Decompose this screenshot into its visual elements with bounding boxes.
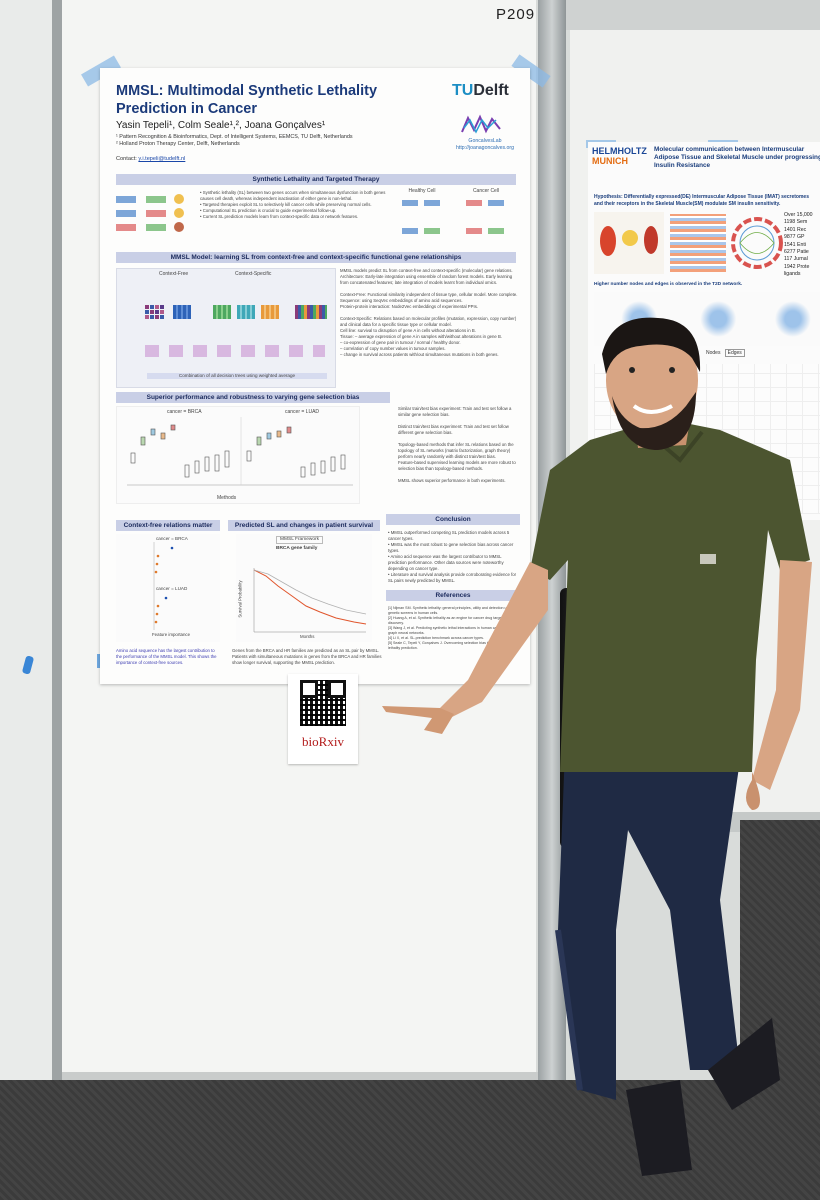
presenter-figure xyxy=(382,317,812,1176)
fi-xlabel: Feature importance xyxy=(152,632,191,637)
cancer-cell-label: Cancer Cell xyxy=(472,188,500,194)
section-header-7: References xyxy=(386,590,520,601)
fi-brca-label: cancer = BRCA xyxy=(156,536,188,541)
poster-title: MMSL: Multimodal Synthetic Lethality Pre… xyxy=(116,83,378,117)
feature-grid-ppi xyxy=(173,305,191,319)
stat-3: 1401 Rec xyxy=(784,226,807,233)
helmholtz-logo-line1: HELMHOLTZ xyxy=(592,146,647,156)
section-header-3: Superior performance and robustness to v… xyxy=(116,392,390,403)
section-header-2: MMSL Model: learning SL from context-fre… xyxy=(116,252,516,263)
poster2-circos xyxy=(731,217,783,269)
survival-curve xyxy=(253,568,367,633)
tudelft-logo-prefix: TU xyxy=(452,82,474,99)
presenter xyxy=(380,310,820,1200)
healthy-cell-label: Healthy Cell xyxy=(408,188,436,194)
stat-7: 117 Jurnal xyxy=(784,256,808,263)
boxplot-luad-label: cancer = LUAD xyxy=(285,409,320,415)
section-2-text: MMSL models predict SL from context-free… xyxy=(340,268,518,357)
references-text: [1] Nijman SM. Synthetic lethality: gene… xyxy=(388,606,515,650)
ceiling xyxy=(560,0,820,30)
poster2-heatmap xyxy=(670,214,726,272)
survival-figure: MMSL Framework BRCA gene family Months S… xyxy=(236,534,372,642)
lab-handle: GoncalvesLab xyxy=(468,138,502,144)
feature-grid-dependency xyxy=(213,305,231,319)
booth-number: P209 xyxy=(496,6,536,23)
affiliation-2: ² Holland Proton Therapy Center, Delft, … xyxy=(116,141,240,148)
qr-code-card[interactable]: bioRxiv xyxy=(288,674,358,764)
section-header-5: Predicted SL and changes in patient surv… xyxy=(228,520,380,531)
contact-email: y.i.tepeli@tudelft.nl xyxy=(138,156,186,162)
edges-label: Edges xyxy=(724,349,745,357)
stat-5: 1541 Enti xyxy=(784,241,806,248)
section-3-text: Similar train/test bias experiment: Trai… xyxy=(398,406,516,483)
boxplot-figure: cancer = BRCA cancer = LUAD Methods xyxy=(116,406,360,504)
feature-grid-mutation xyxy=(261,305,279,319)
decision-trees-row xyxy=(145,345,325,357)
poster-contact: Contact: y.i.tepeli@tudelft.nl xyxy=(116,156,185,162)
context-free-label: Context-Free xyxy=(159,271,189,277)
nodes-label: Nodes xyxy=(706,350,721,356)
lab-url: http://joanagoncalves.org xyxy=(456,145,514,151)
tudelft-logo-suffix: Delft xyxy=(473,82,509,99)
section-header-1: Synthetic Lethality and Targeted Therapy xyxy=(116,174,516,185)
stat-8: 1942 Prote xyxy=(784,263,810,270)
poster-affiliations: ¹ Pattern Recognition & Bioinformatics, … xyxy=(116,134,416,148)
stat-9: ligands xyxy=(784,271,801,278)
poster2-hypothesis: Hypothesis: Differentially expressed(DE)… xyxy=(594,194,809,207)
section-4-text: Amino acid sequence has the largest cont… xyxy=(116,648,217,665)
section-header-4: Context-free relations matter xyxy=(116,520,220,531)
stat-1: Over 15,000 xyxy=(784,212,813,218)
feature-grid-expression xyxy=(237,305,255,319)
poster2-title: Molecular communication between Intermus… xyxy=(654,146,820,169)
section-1-text: • Synthetic lethality (SL) between two g… xyxy=(200,190,386,219)
poster-authors: Yasin Tepeli¹, Colm Seale¹,², Joana Gonç… xyxy=(116,120,326,131)
feature-importance-chart: cancer = BRCA cancer = LUAD Feature impo… xyxy=(116,534,220,642)
combination-bar: Combination of all decision trees using … xyxy=(147,373,327,379)
qr-code-icon[interactable] xyxy=(300,680,346,726)
stat-2: 1198 Sem xyxy=(784,219,808,226)
mmsl-framework-box: MMSL Framework xyxy=(276,536,324,544)
cell-diagram xyxy=(400,198,512,240)
tudelft-logo: TUDelft xyxy=(452,82,509,100)
lab-logo-icon xyxy=(461,114,501,134)
lab-info: GoncalvesLab http://joanagoncalves.org xyxy=(450,138,520,152)
section-6-text: • MMSL outperformed competing SL predict… xyxy=(388,530,517,583)
gene-pair-diagram xyxy=(116,190,192,238)
section-header-6: Conclusion xyxy=(386,514,520,525)
poster2-network-caption: Higher number nodes and edges is observe… xyxy=(594,282,743,287)
affiliation-1: ¹ Pattern Recognition & Bioinformatics, … xyxy=(116,134,353,140)
survival-ylabel: Survival Probability xyxy=(237,580,243,618)
context-specific-label: Context-Specific xyxy=(235,271,272,277)
poster2-stats-list: Over 15,000 1198 Sem 1401 Rec 9877 GP 15… xyxy=(784,212,813,279)
panel-frame xyxy=(52,0,62,1120)
fi-luad-label: cancer = LUAD xyxy=(156,586,188,591)
contact-label: Contact: xyxy=(116,156,137,162)
boxplot-xlabel: Methods xyxy=(217,495,237,501)
research-poster: MMSL: Multimodal Synthetic Lethality Pre… xyxy=(100,68,530,684)
helmholtz-logo: HELMHOLTZ MUNICH xyxy=(592,146,647,166)
feature-importance-marks xyxy=(153,542,174,630)
feature-grid-combined xyxy=(295,305,327,319)
brca-family-label: BRCA gene family xyxy=(276,546,318,551)
model-diagram: Context-Free Context-Specific Combinatio… xyxy=(116,268,336,388)
section-5-text: Genes from the BRCA and HR families are … xyxy=(232,648,382,665)
helmholtz-logo-line2: MUNICH xyxy=(592,156,628,166)
poster2-legend: Nodes Edges xyxy=(706,349,745,357)
survival-xlabel: Months xyxy=(300,634,315,639)
stat-4: 9877 GP xyxy=(784,234,805,241)
feature-grid-sequence xyxy=(145,305,164,319)
boxplot-marks xyxy=(127,417,353,486)
poster2-diagram xyxy=(594,212,664,274)
left-panel-wall xyxy=(0,0,55,1140)
boxplot-brca-label: cancer = BRCA xyxy=(167,409,202,415)
stat-6: 6277 Patie xyxy=(784,249,809,256)
biorxiv-logo: bioRxiv xyxy=(302,734,344,749)
